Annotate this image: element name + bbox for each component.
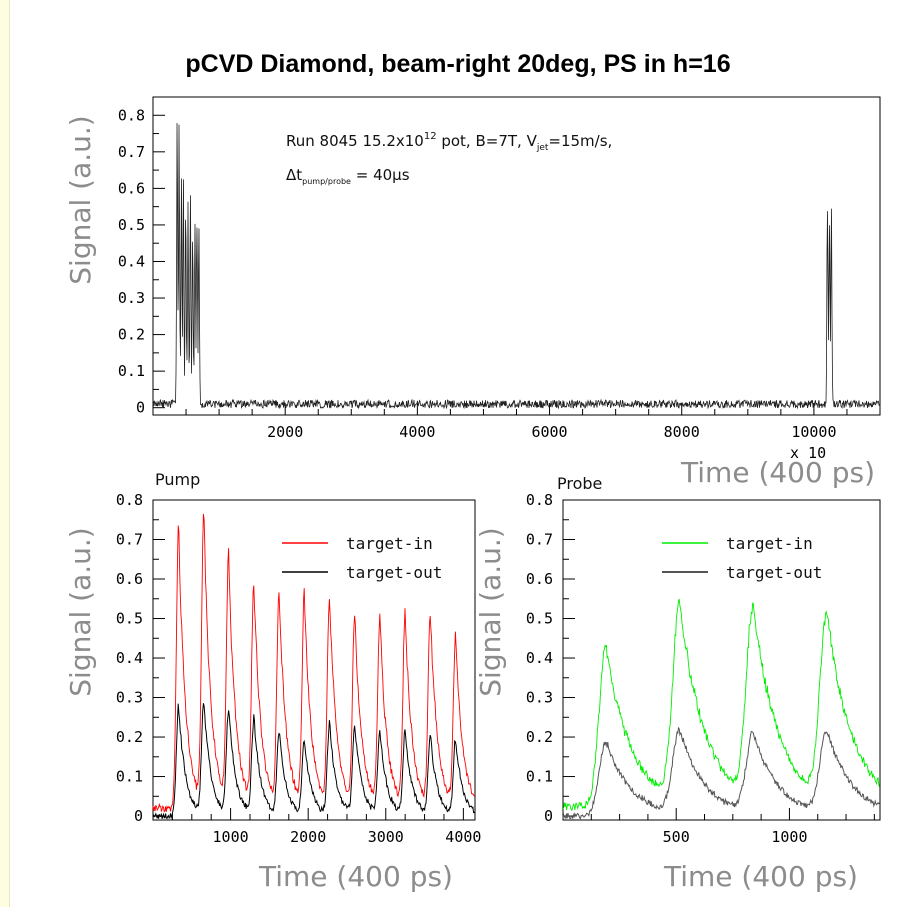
overview-xtick-label: 6000 <box>531 423 567 441</box>
pump-target-in-line <box>152 513 476 813</box>
overview-x-axis-title: Time (400 ps) <box>680 456 875 489</box>
probe-ytick-label: 0.6 <box>526 570 553 588</box>
pump-pad-label: Pump <box>155 470 200 489</box>
pump-y-axis-title: Signal (a.u.) <box>64 527 97 696</box>
probe-ytick-label: 0 <box>544 807 553 825</box>
probe-x-axis-title: Time (400 ps) <box>663 860 858 893</box>
probe-ytick-label: 0.2 <box>526 728 553 746</box>
probe-ytick-label: 0.1 <box>526 768 553 786</box>
pump-ytick-label: 0.8 <box>116 491 143 509</box>
probe-legend-target-out: target-out <box>726 563 822 582</box>
run-annotation: Run 8045 15.2x1012 pot, B=7T, Vjet=15m/s… <box>286 131 612 153</box>
overview-ytick-label: 0.3 <box>118 289 145 307</box>
timing-annotation: Δtpump/probe = 40μs <box>286 166 410 186</box>
pump-ytick-label: 0.3 <box>116 689 143 707</box>
pump-xtick-label: 1000 <box>213 828 249 846</box>
probe-frame <box>562 499 881 821</box>
overview-ytick-label: 0.6 <box>118 179 145 197</box>
overview-xtick-label: 2000 <box>267 423 303 441</box>
pump-ytick-label: 0.1 <box>116 768 143 786</box>
overview-y-axis-title: Signal (a.u.) <box>64 115 97 284</box>
plot-canvas: pCVD Diamond, beam-right 20deg, PS in h=… <box>9 0 900 907</box>
figure-svg: pCVD Diamond, beam-right 20deg, PS in h=… <box>64 50 881 893</box>
pump-frame <box>152 499 476 821</box>
pump-legend-target-in: target-in <box>346 534 433 553</box>
pump-panel: Pump Time (400 ps) Signal (a.u.) target-… <box>64 470 481 893</box>
probe-ytick-label: 0.3 <box>526 689 553 707</box>
overview-signal-line <box>152 122 881 410</box>
pump-ytick-label: 0.2 <box>116 728 143 746</box>
overview-ytick-label: 0.5 <box>118 216 145 234</box>
pump-ytick-label: 0.5 <box>116 610 143 628</box>
probe-y-axis-title: Signal (a.u.) <box>474 527 507 696</box>
pump-ytick-label: 0 <box>134 807 143 825</box>
probe-target-in-line <box>562 598 880 811</box>
probe-ytick-label: 0.4 <box>526 649 553 667</box>
overview-xtick-label: 8000 <box>664 423 700 441</box>
x-multiplier-label: x 10 <box>790 444 826 462</box>
pump-xtick-label: 3000 <box>368 828 404 846</box>
probe-ytick-label: 0.8 <box>526 491 553 509</box>
probe-xtick-label: 1000 <box>771 828 807 846</box>
pump-legend-target-out: target-out <box>346 563 442 582</box>
pump-x-axis-title: Time (400 ps) <box>258 860 453 893</box>
probe-legend-target-in: target-in <box>726 534 813 553</box>
probe-target-out-line <box>562 726 880 820</box>
probe-xtick-label: 500 <box>663 828 690 846</box>
overview-ytick-label: 0.8 <box>118 106 145 124</box>
overview-ytick-label: 0.7 <box>118 143 145 161</box>
pump-xtick-label: 2000 <box>290 828 326 846</box>
probe-pad-label: Probe <box>557 474 602 493</box>
probe-ytick-label: 0.7 <box>526 531 553 549</box>
overview-xtick-label: 4000 <box>399 423 435 441</box>
pump-ytick-label: 0.6 <box>116 570 143 588</box>
probe-ytick-label: 0.5 <box>526 610 553 628</box>
overview-ytick-label: 0 <box>136 399 145 417</box>
pump-target-out-line <box>152 703 476 820</box>
overview-panel: Run 8045 15.2x1012 pot, B=7T, Vjet=15m/s… <box>64 96 881 489</box>
overview-xtick-label: 10000 <box>791 423 836 441</box>
pump-ytick-label: 0.4 <box>116 649 143 667</box>
overview-ytick-label: 0.2 <box>118 326 145 344</box>
probe-panel: Probe Time (400 ps) Signal (a.u.) target… <box>474 474 881 893</box>
overview-ytick-label: 0.1 <box>118 362 145 380</box>
pump-ytick-label: 0.7 <box>116 531 143 549</box>
pump-xtick-label: 4000 <box>445 828 481 846</box>
overview-ytick-label: 0.4 <box>118 252 145 270</box>
figure-title: pCVD Diamond, beam-right 20deg, PS in h=… <box>185 50 730 78</box>
